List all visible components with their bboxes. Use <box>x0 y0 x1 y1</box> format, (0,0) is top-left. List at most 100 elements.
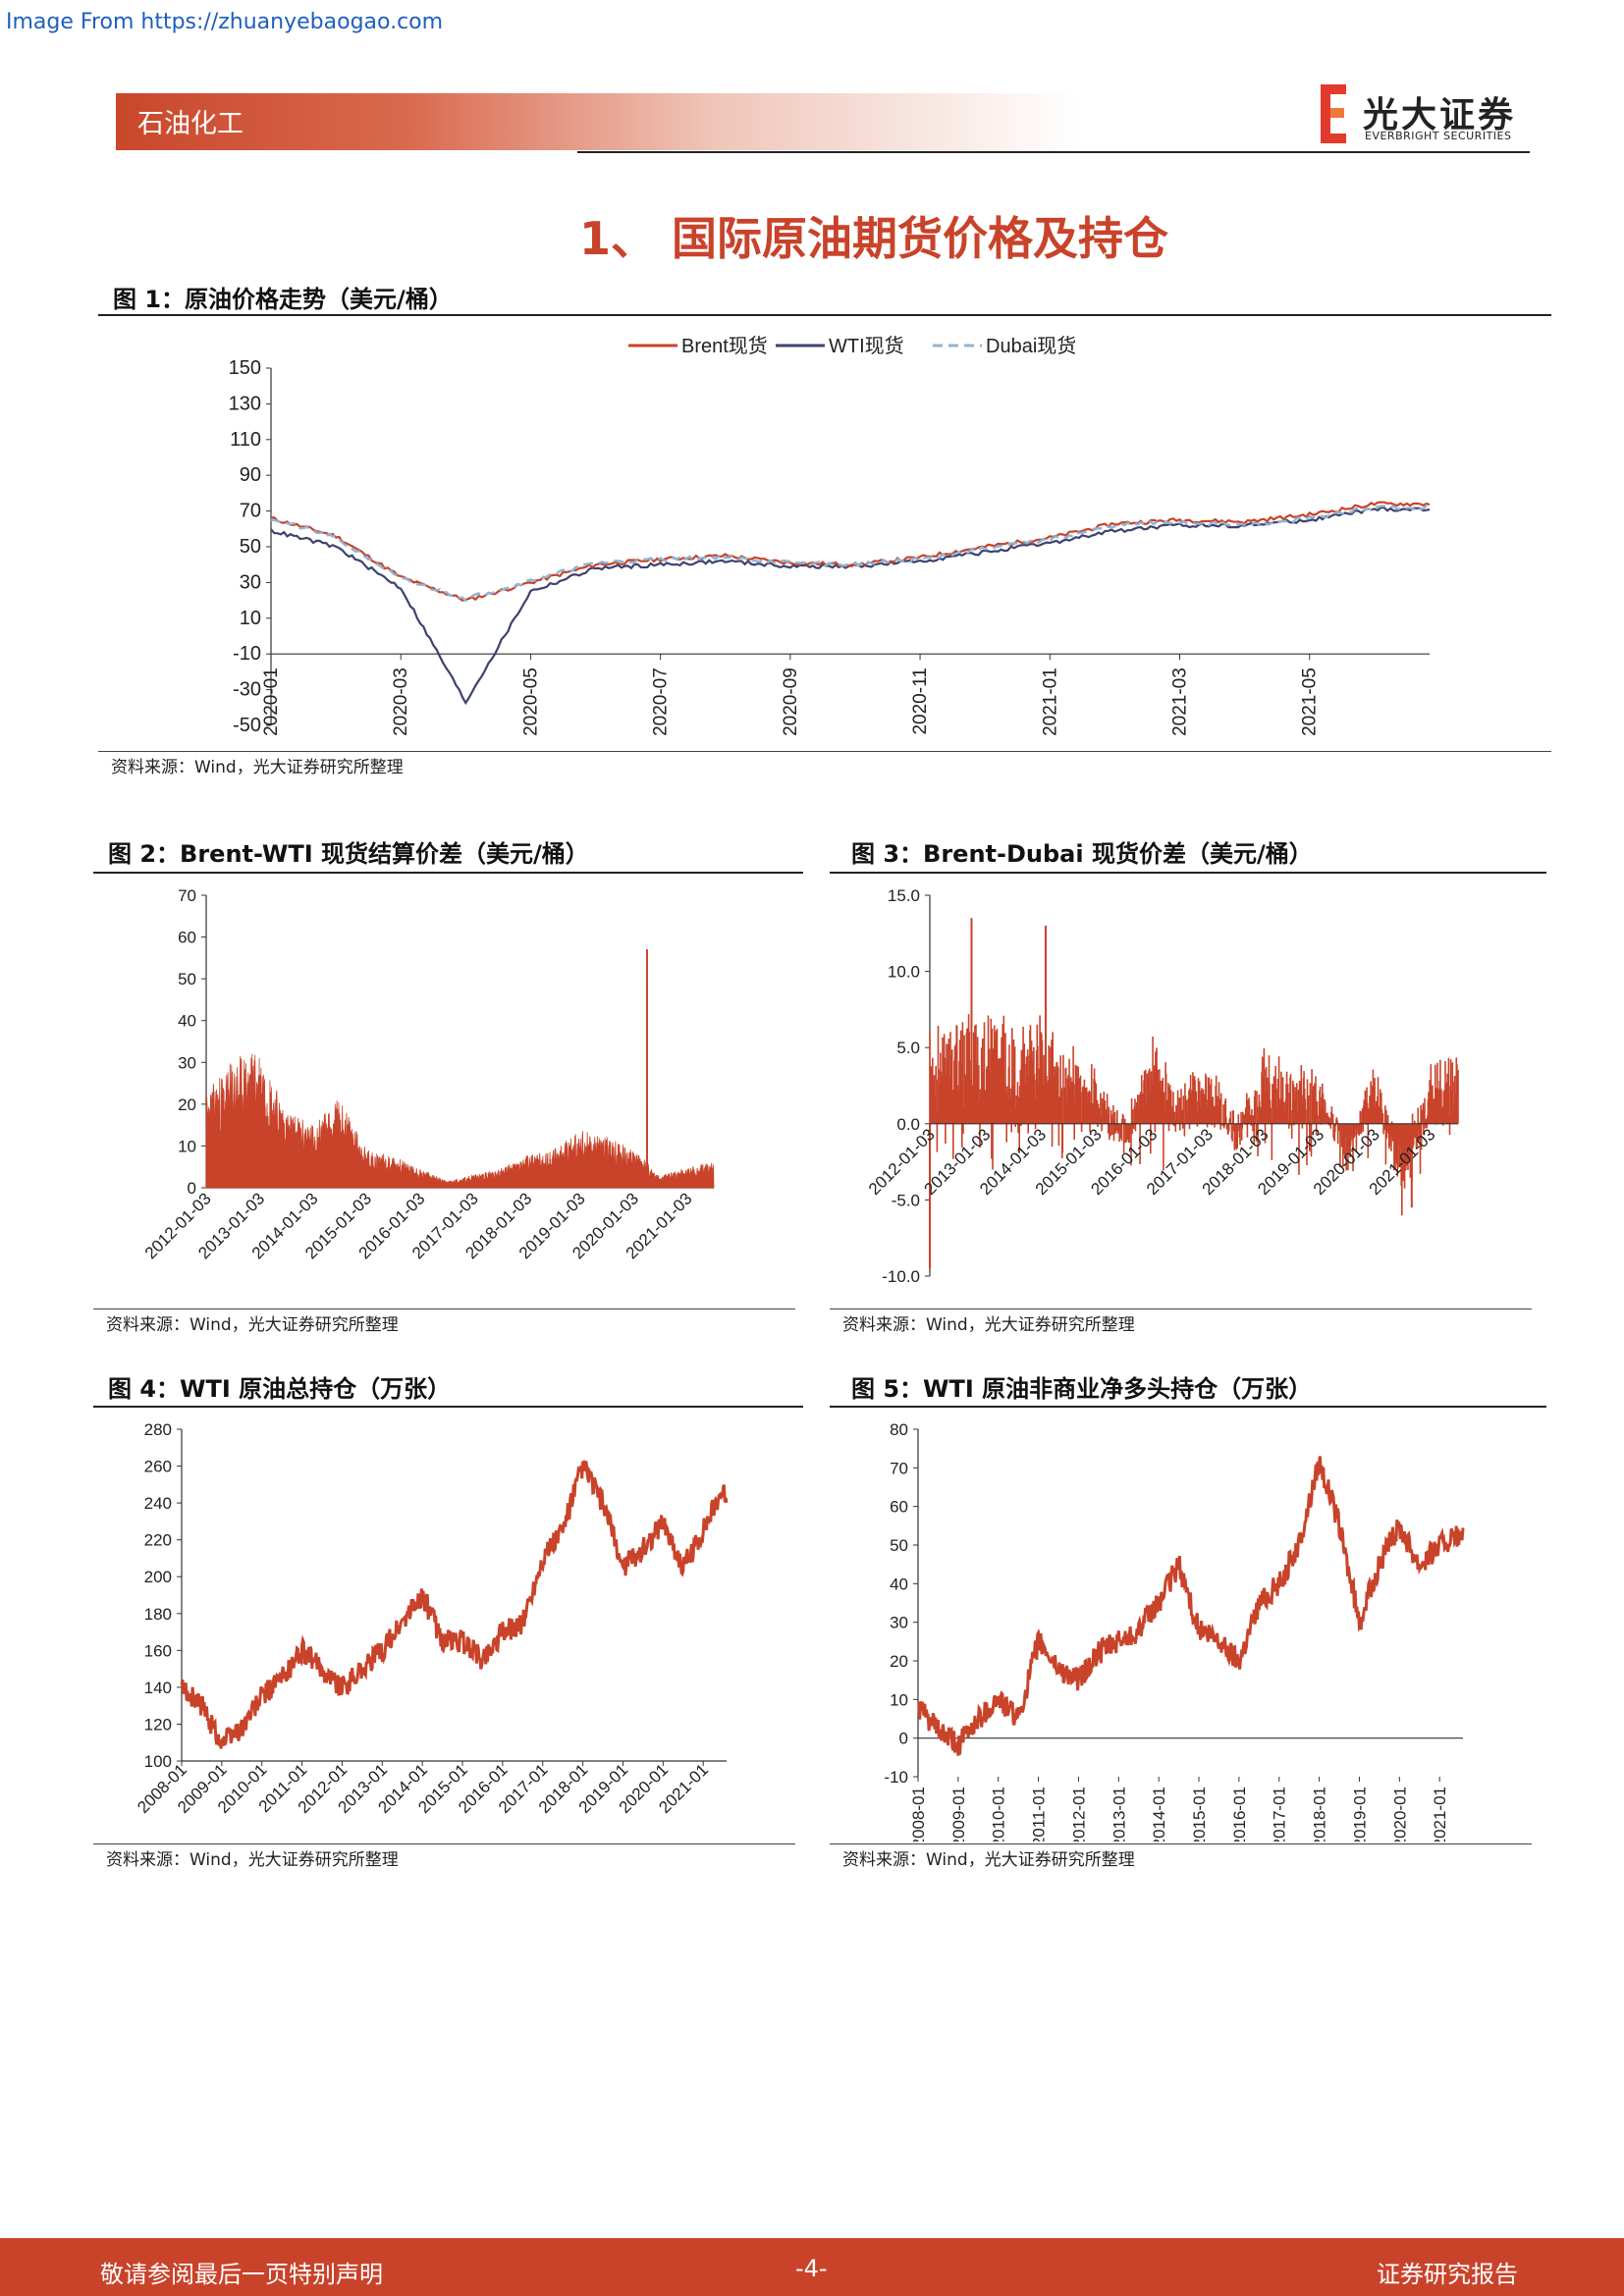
chart3-y-tick-label: -10.0 <box>882 1267 920 1286</box>
figure-3-rule-top <box>830 872 1546 874</box>
chart3-y-tick-label: -5.0 <box>892 1191 920 1209</box>
chart1-x-tick-label: 2021-01 <box>1040 667 1060 736</box>
chart5-y-tick-label: 30 <box>890 1614 908 1632</box>
figure-4-chart: 2802602402202001801601401201002008-01200… <box>134 1420 729 1817</box>
chart5-y-tick-label: 40 <box>890 1575 908 1593</box>
chart5-x-tick-label: 2018-01 <box>1311 1787 1329 1842</box>
chart2-y-tick-label: 70 <box>178 886 196 905</box>
chart5-y-tick-label: 70 <box>890 1459 908 1477</box>
figure-1-rule-bottom <box>98 751 1551 752</box>
chart1-x-tick-label: 2020-03 <box>391 667 411 736</box>
chart4-y-tick-label: 260 <box>144 1458 172 1476</box>
chart5-x-tick-label: 2017-01 <box>1271 1787 1289 1842</box>
chart1-x-tick-label: 2020-07 <box>651 667 672 736</box>
figure-4-rule-bottom <box>93 1843 795 1844</box>
chart5-x-tick-label: 2019-01 <box>1350 1787 1369 1842</box>
chart1-x-tick-label: 2020-11 <box>910 667 931 734</box>
chart1-y-tick-label: 130 <box>229 393 261 414</box>
chart3-y-tick-label: 15.0 <box>888 886 920 905</box>
chart1-x-tick-label: 2021-05 <box>1300 667 1321 736</box>
chart5-y-tick-label: 0 <box>899 1730 908 1748</box>
chart5-x-tick-label: 2021-01 <box>1431 1787 1449 1842</box>
chart5-x-tick-label: 2014-01 <box>1150 1787 1168 1842</box>
figure-5-title: 图 5：WTI 原油非商业净多头持仓（万张） <box>851 1375 1313 1403</box>
chart1-y-tick-label: 50 <box>240 536 261 558</box>
figure-2-rule-top <box>93 872 803 874</box>
figure-3-chart: 15.010.05.00.0-5.0-10.02012-01-032013-01… <box>865 886 1459 1286</box>
chart5-x-tick-label: 2012-01 <box>1069 1787 1088 1842</box>
figure-2-rule-bottom <box>93 1308 795 1309</box>
chart4-y-tick-label: 220 <box>144 1531 172 1550</box>
chart1-y-tick-label: 90 <box>240 464 261 486</box>
footer-report-type: 证券研究报告 <box>1377 2261 1518 2288</box>
figure-2-chart: 7060504030201002012-01-032013-01-032014-… <box>141 886 715 1262</box>
chart4-y-tick-label: 100 <box>144 1752 172 1771</box>
chart5-y-tick-label: 50 <box>890 1536 908 1555</box>
chart3-bars <box>929 1014 1459 1216</box>
figure-3-title: 图 3：Brent-Dubai 现货价差（美元/桶） <box>851 840 1313 868</box>
chart4-y-tick-label: 240 <box>144 1494 172 1513</box>
chart4-y-tick-label: 180 <box>144 1605 172 1624</box>
chart2-y-tick-label: 10 <box>178 1137 196 1155</box>
chart5-y-tick-label: 10 <box>890 1690 908 1709</box>
chart2-area <box>205 948 715 1189</box>
figure-3-source: 资料来源：Wind，光大证券研究所整理 <box>842 1315 1135 1335</box>
figure-1-rule-top <box>98 314 1551 316</box>
footer-disclaimer: 敬请参阅最后一页特别声明 <box>100 2261 383 2288</box>
figure-4-title: 图 4：WTI 原油总持仓（万张） <box>108 1375 452 1403</box>
figure-1-title: 图 1：原油价格走势（美元/桶） <box>113 286 453 313</box>
chart4-series-line <box>180 1460 729 1749</box>
chart1-legend-label: WTI现货 <box>829 335 904 357</box>
figure-4-rule-top <box>93 1406 803 1408</box>
chart4-y-tick-label: 200 <box>144 1568 172 1586</box>
watermark-link[interactable]: Image From https://zhuanyebaogao.com <box>6 10 444 34</box>
chart3-y-tick-label: 10.0 <box>888 963 920 982</box>
chart1-x-tick-label: 2021-03 <box>1169 667 1190 736</box>
figure-5-rule-bottom <box>830 1843 1532 1844</box>
chart4-y-tick-label: 140 <box>144 1679 172 1697</box>
chart5-series-line <box>917 1456 1465 1756</box>
chart5-y-tick-label: 60 <box>890 1498 908 1517</box>
header-band <box>116 93 1078 150</box>
chart4-y-tick-label: 280 <box>144 1420 172 1439</box>
figure-1-source: 资料来源：Wind，光大证券研究所整理 <box>111 758 404 777</box>
chart4-y-tick-label: 120 <box>144 1715 172 1734</box>
chart1-y-tick-label: 150 <box>229 357 261 379</box>
chart5-y-tick-label: 80 <box>890 1420 908 1439</box>
chart5-x-tick-label: 2020-01 <box>1390 1787 1409 1842</box>
chart2-y-tick-label: 30 <box>178 1053 196 1072</box>
chart4-y-tick-label: 160 <box>144 1641 172 1660</box>
chart5-x-tick-label: 2016-01 <box>1230 1787 1249 1842</box>
chart1-series-line <box>270 501 1431 602</box>
chart1-y-tick-label: -50 <box>233 715 261 736</box>
chart2-y-tick-label: 60 <box>178 929 196 947</box>
figure-5-rule-top <box>830 1406 1546 1408</box>
figure-5-source: 资料来源：Wind，光大证券研究所整理 <box>842 1850 1135 1870</box>
chart5-x-tick-label: 2011-01 <box>1030 1787 1049 1842</box>
chart1-x-tick-label: 2020-09 <box>781 667 801 736</box>
figure-4-source: 资料来源：Wind，光大证券研究所整理 <box>106 1850 399 1870</box>
chart5-x-tick-label: 2008-01 <box>909 1787 928 1842</box>
header-category: 石油化工 <box>137 109 244 139</box>
chart1-x-tick-label: 2020-05 <box>520 667 541 736</box>
chart5-y-tick-label: 20 <box>890 1652 908 1671</box>
chart1-y-tick-label: -30 <box>233 679 261 701</box>
chart5-y-tick-label: -10 <box>884 1768 908 1787</box>
chart1-y-tick-label: 70 <box>240 501 261 522</box>
figure-1-chart: 150 130 110 90 70 50 30 10 -10 -30 -50 2020-01 2020-… <box>229 335 1431 736</box>
chart5-x-tick-label: 2010-01 <box>990 1787 1008 1842</box>
section-title: 1、 国际原油期货价格及持仓 <box>579 212 1169 265</box>
chart2-y-tick-label: 0 <box>188 1179 196 1198</box>
chart2-y-tick-label: 50 <box>178 970 196 988</box>
chart1-y-tick-label: 30 <box>240 571 261 593</box>
footer-page-number: -4- <box>795 2255 828 2282</box>
header-rule <box>577 151 1530 153</box>
logo-text: 光大证券 <box>1363 95 1517 135</box>
chart1-series-line <box>270 507 1431 706</box>
figure-3-rule-bottom <box>830 1308 1532 1309</box>
chart5-x-tick-label: 2015-01 <box>1190 1787 1209 1842</box>
chart1-y-tick-label: 10 <box>240 608 261 629</box>
logo-subtext: EVERBRIGHT SECURITIES <box>1365 130 1512 142</box>
figure-2-source: 资料来源：Wind，光大证券研究所整理 <box>106 1315 399 1335</box>
